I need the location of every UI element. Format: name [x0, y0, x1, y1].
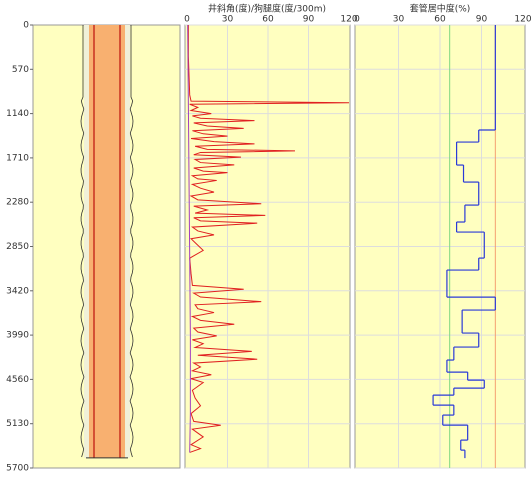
- depth-tick-label: 2280: [6, 198, 29, 208]
- x-tick-label: 30: [222, 15, 234, 25]
- x-tick-label: 120: [514, 15, 531, 25]
- depth-tick-label: 2850: [6, 242, 29, 252]
- x-tick-label: 90: [476, 15, 488, 25]
- depth-tick-label: 3420: [6, 286, 29, 296]
- x-tick-label: 90: [303, 15, 315, 25]
- x-tick-label: 30: [393, 15, 405, 25]
- track-title: 套管居中度(%): [410, 3, 471, 15]
- depth-tick-label: 3990: [6, 331, 29, 341]
- depth-tick-label: 4560: [6, 375, 29, 385]
- x-tick-label: 60: [434, 15, 446, 25]
- depth-tick-label: 5700: [6, 464, 29, 474]
- track-title: 井斜角(度)/狗腿度(度/300m): [208, 3, 326, 15]
- depth-tick-label: 1140: [6, 109, 29, 119]
- depth-tick-label: 5130: [6, 419, 29, 429]
- log-chart: 井斜角(度)/狗腿度(度/300m) 套管居中度(%) 0 570 1140 1710…: [0, 0, 532, 475]
- depth-tick-label: 1710: [6, 153, 29, 163]
- depth-tick-label: 570: [12, 65, 29, 75]
- x-tick-label: 0: [184, 15, 190, 25]
- x-tick-label: 0: [354, 15, 360, 25]
- x-tick-label: 60: [262, 15, 274, 25]
- depth-tick-label: 0: [23, 21, 29, 31]
